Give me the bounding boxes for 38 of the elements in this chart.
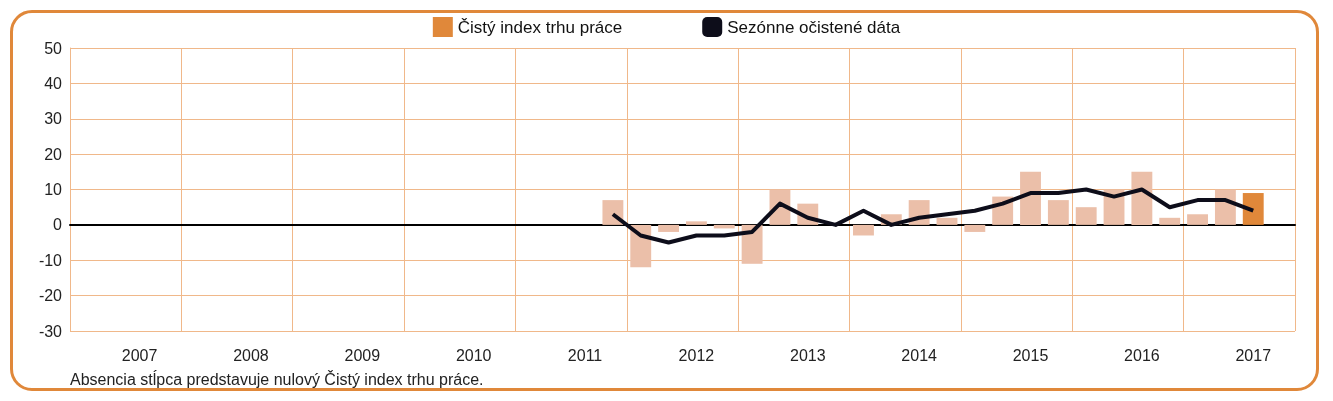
y-tick-label: 0 [53,216,63,234]
bar [1187,214,1208,225]
x-tick-label: 2017 [1235,346,1272,364]
legend-label: Čistý index trhu práce [457,17,623,37]
x-tick-label: 2014 [901,346,938,364]
legend-label: Sezónne očistené dáta [727,17,901,37]
x-tick-label: 2013 [789,346,826,364]
bar [964,224,986,232]
text: Absencia stĺpca predstavuje nulový Čistý index trhu práce. [70,369,484,388]
bar [741,224,763,264]
x-tick-label: 2010 [455,346,492,364]
bar [1159,217,1181,225]
x-tick-label: 2016 [1124,346,1160,364]
y-tick-label: 30 [44,110,63,128]
y-tick-label: 20 [44,145,63,163]
x-tick-label: 2008 [233,346,269,364]
bar [1075,207,1097,225]
y-tick-label: -10 [38,251,63,269]
bar [1020,171,1041,225]
bar [1242,193,1264,225]
y-tick-label: 50 [44,39,63,57]
bar [853,224,874,236]
bar [1131,171,1153,225]
x-tick-label: 2009 [344,346,381,364]
y-tick-label: 40 [44,74,63,92]
line-series [610,187,1256,245]
y-tick-label: -30 [38,322,63,340]
y-tick-label: 10 [44,181,63,198]
bar [936,217,958,225]
bar [685,221,707,225]
x-tick-label: 2012 [678,346,715,364]
bar [1047,200,1069,225]
x-tick-label: 2015 [1012,346,1049,364]
y-tick-label: -20 [38,287,63,305]
x-tick-label: 2011 [567,346,603,364]
bar [602,200,624,225]
bar [658,224,680,232]
x-tick-label: 2007 [121,346,158,364]
